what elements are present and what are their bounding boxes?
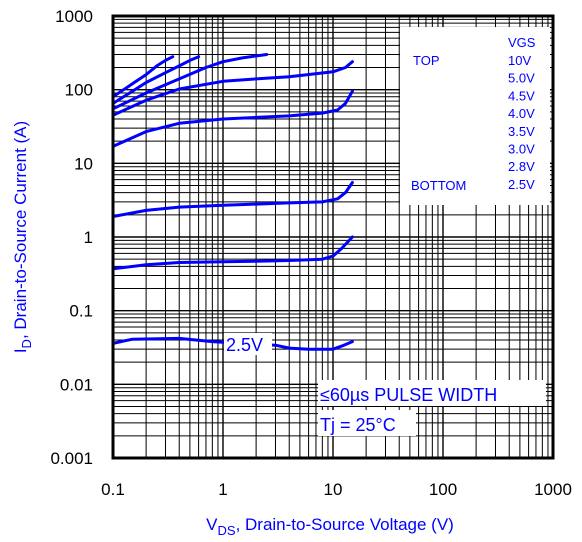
y-tick-label: 1 [84,228,93,247]
x-tick-label: 10 [324,480,343,499]
x-tick-label: 1000 [534,480,572,499]
y-tick-label: 0.1 [69,302,93,321]
curve-5 [111,89,354,148]
curve-3 [111,53,269,111]
x-axis-label: VDS, Drain-to-Source Voltage (V) [206,515,454,538]
legend-entry: 5.0V [508,71,535,86]
curve-label-2-5v: 2.5V [226,335,263,355]
y-tick-label: 100 [65,81,93,100]
y-tick-label: 0.01 [60,375,93,394]
x-tick-label: 0.1 [101,480,125,499]
pulse-width-annotation: ≤60µs PULSE WIDTH [320,385,497,405]
pulse-annotation-background [318,380,546,406]
legend-background [400,27,550,205]
legend-entry: 10V [508,53,531,68]
x-tick-label: 100 [429,480,457,499]
y-tick-label: 10 [74,154,93,173]
y-tick-label: 1000 [55,7,93,26]
tick-labels: 0.1 1 10 100 1000 0.001 0.01 0.1 1 10 100 1000 [50,7,571,499]
tj-annotation-background [318,410,416,436]
y-tick-label: 0.001 [50,449,93,468]
curve-2 [111,55,201,105]
legend-bottom-label: BOTTOM [411,178,466,193]
x-axis-label-main: V [206,515,218,534]
legend-entry: 2.8V [508,159,535,174]
y-axis-label-rest: , Drain-to-Source Current (A) [11,121,30,339]
curve-4 [111,60,354,117]
plot-frame [111,14,555,460]
legend-entry: 3.5V [508,124,535,139]
curve-7 [111,235,354,271]
legend-entry: 4.5V [508,88,535,103]
legend-top-label: TOP [413,53,440,68]
curve-1 [111,55,175,99]
x-axis-label-rest: , Drain-to-Source Voltage (V) [236,515,454,534]
legend-entry: 4.0V [508,106,535,121]
x-tick-label: 1 [218,480,227,499]
tj-annotation: Tj = 25°C [320,415,396,435]
curve-6 [111,181,354,218]
legend-header: VGS [508,35,536,50]
y-axis-label-main: I [11,348,30,353]
x-axis-label-sub: DS [218,523,236,538]
curve-label-background [224,333,272,355]
legend-entry: 3.0V [508,142,535,157]
y-axis-label-sub: D [19,339,34,348]
y-axis-label: ID, Drain-to-Source Current (A) [11,121,34,353]
legend-entries: 10V 5.0V 4.5V 4.0V 3.5V 3.0V 2.8V 2.5V [508,53,535,192]
legend-entry: 2.5V [508,177,535,192]
